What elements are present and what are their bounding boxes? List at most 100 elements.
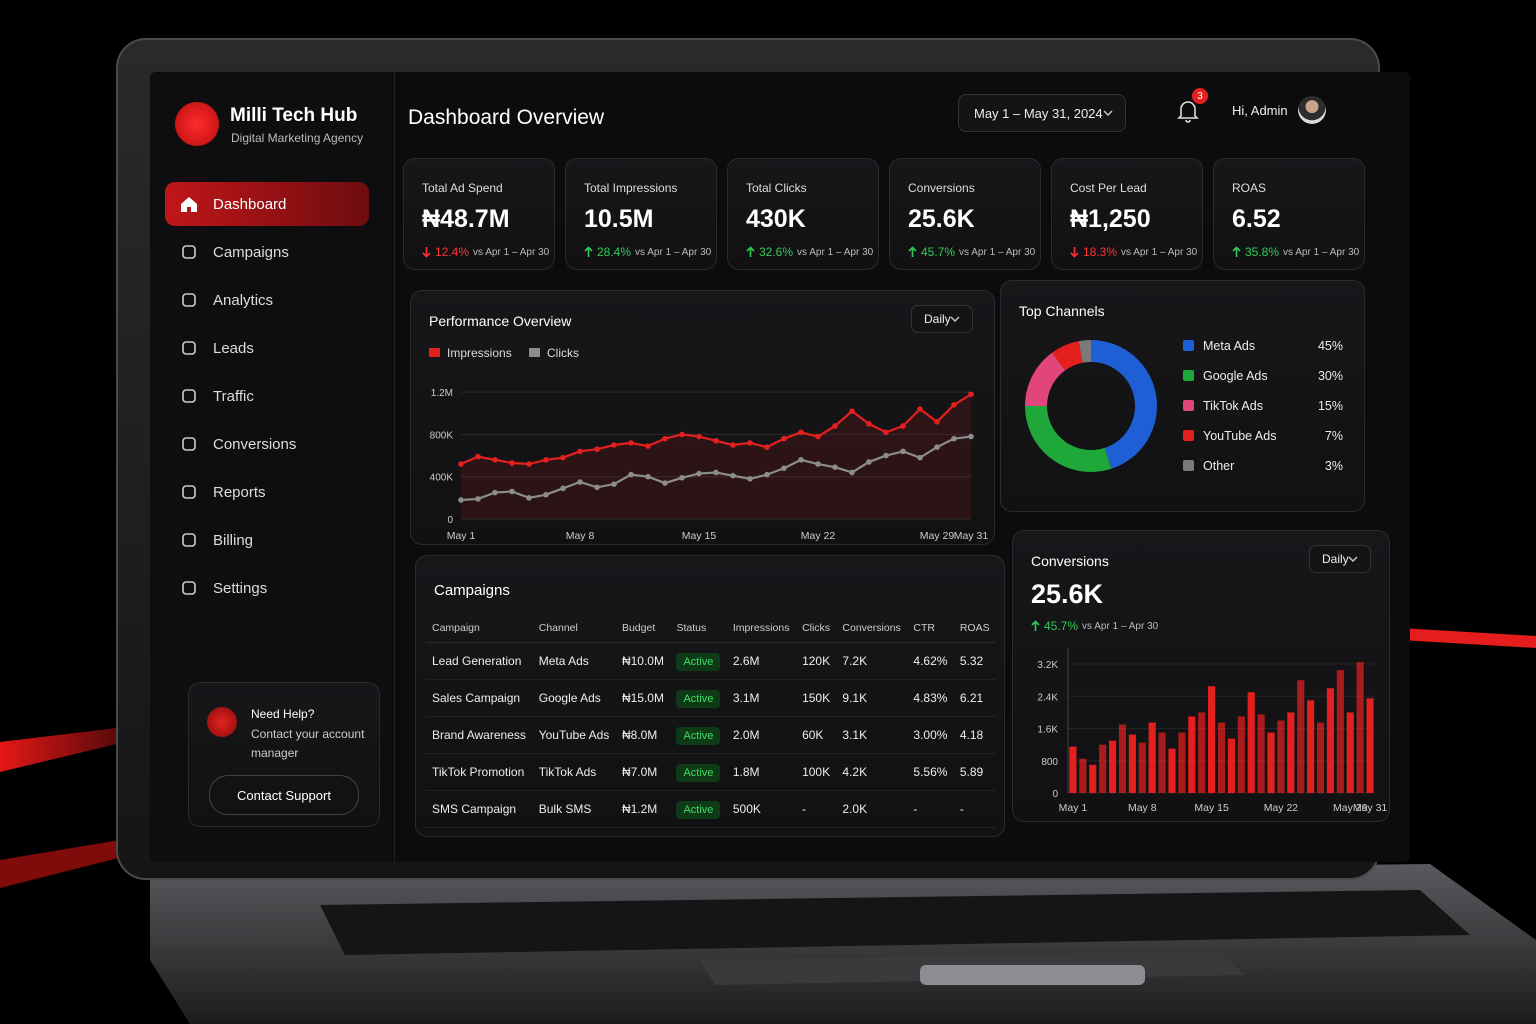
donut-segment	[1090, 340, 1157, 469]
donut-segment	[1025, 352, 1066, 407]
chevron	[1348, 556, 1358, 562]
data-point	[883, 452, 889, 459]
nav-label: Campaigns	[213, 243, 289, 261]
nav-item[interactable]: Billing	[165, 518, 369, 562]
icon-shape	[182, 245, 196, 259]
bar	[1346, 712, 1354, 793]
table-cell: 6.21	[953, 679, 996, 717]
campaigns-card: Campaigns Campaign Channel Budget Status Imp…	[415, 555, 1005, 837]
y-tick-label: 800K	[430, 430, 454, 441]
y-tick-label: 3.2K	[1037, 660, 1058, 671]
table-cell: 5.32	[953, 642, 996, 680]
x-tick-label: May 31	[1353, 802, 1388, 814]
legend-swatch	[429, 348, 440, 357]
bar	[1099, 744, 1107, 793]
nav-icon	[182, 533, 196, 547]
data-point	[628, 440, 634, 446]
data-point	[883, 429, 889, 436]
legend-label: Other	[1203, 459, 1234, 473]
period-dropdown[interactable]: Daily	[911, 305, 973, 333]
data-point	[543, 491, 549, 498]
data-point	[594, 484, 600, 491]
column-header: Budget	[615, 614, 671, 643]
data-point	[577, 479, 583, 485]
status-badge: Active	[676, 727, 721, 745]
x-tick-label: May 15	[682, 530, 717, 542]
chevron-shape	[1103, 110, 1113, 116]
data-point	[662, 480, 668, 486]
nav-item[interactable]: Traffic	[165, 374, 369, 418]
bar	[1356, 662, 1364, 793]
table-cell: 3.1M	[726, 679, 797, 717]
kpi-label: Total Impressions	[584, 181, 678, 195]
value-label: 7%	[1325, 429, 1343, 443]
bar	[1316, 722, 1325, 793]
bar	[1118, 724, 1127, 793]
table-row: TikTok Promotion TikTok Ads ₦7.0M Active 1.8…	[426, 753, 996, 791]
kpi-comparison: vs Apr 1 – Apr 30	[959, 246, 1036, 258]
bar	[1079, 758, 1087, 793]
conversions-comparison: vs Apr 1 – Apr 30	[1082, 620, 1159, 632]
legend-label: YouTube Ads	[1203, 429, 1276, 443]
data-point	[730, 442, 736, 448]
kpi-change: 18.3%	[1083, 245, 1118, 259]
value-label: 45%	[1318, 339, 1343, 353]
x-tick-label: May 8	[566, 530, 595, 542]
period-dropdown[interactable]: Daily	[1309, 545, 1371, 573]
nav-label: Analytics	[213, 291, 274, 309]
nav-item[interactable]: Conversions	[165, 422, 369, 466]
table-cell: YouTube Ads	[532, 716, 616, 754]
arrow-shape	[1070, 247, 1079, 258]
conversions-total: 25.6K	[1031, 579, 1104, 609]
brand-name: Milli Tech Hub	[230, 105, 358, 126]
avatar[interactable]	[1298, 96, 1326, 124]
brand-tagline: Digital Marketing Agency	[231, 131, 364, 145]
contact-button[interactable]: Contact Support	[209, 775, 359, 815]
data-point	[951, 402, 957, 408]
nav-item[interactable]: Reports	[165, 470, 369, 514]
kpi-value: ₦48.7M	[422, 205, 510, 233]
kpi-change: 12.4%	[435, 245, 470, 259]
glow-left	[0, 724, 150, 772]
bell-icon[interactable]	[1176, 98, 1200, 124]
data-point	[798, 457, 804, 463]
status-badge: Active	[676, 653, 721, 671]
trend-arrow	[746, 246, 755, 257]
column-header: Channel	[532, 614, 616, 643]
bar	[1188, 716, 1196, 793]
y-tick-label: 800	[1041, 757, 1058, 768]
nav-icon	[182, 485, 196, 499]
data-point	[730, 472, 736, 479]
nav-item[interactable]: Analytics	[165, 278, 369, 322]
nav-item[interactable]: Campaigns	[165, 230, 369, 274]
column-header: Clicks	[796, 614, 837, 643]
date-picker[interactable]: May 1 – May 31, 2024	[958, 94, 1126, 132]
table-cell: 2.0M	[726, 716, 797, 754]
x-tick-label: May 22	[1264, 802, 1299, 814]
bar	[1158, 732, 1166, 793]
kpi-row: Total Ad Spend ₦48.7M 12.4% vs Apr 1 – Apr …	[403, 158, 1365, 273]
nav-item[interactable]: Dashboard	[165, 182, 369, 226]
data-point	[475, 496, 481, 502]
date-range: May 1 – May 31, 2024	[974, 105, 1103, 121]
nav-item[interactable]: Leads	[165, 326, 369, 370]
kpi-change-row: 18.3% vs Apr 1 – Apr 30	[1070, 245, 1197, 259]
data-point	[764, 471, 770, 478]
arrow-shape	[908, 246, 917, 257]
data-point	[526, 495, 532, 501]
data-point	[849, 469, 855, 476]
bar	[1326, 688, 1335, 793]
nav-item[interactable]: Settings	[165, 566, 369, 610]
column-header: Status	[670, 614, 727, 643]
bar-chart: 0 800 1.6K 2.4K 3.2K May 1 May 8 May 15 May 22 Ma…	[1037, 648, 1388, 814]
icon-shape	[182, 533, 196, 547]
hinge	[920, 965, 1145, 985]
value-label: 3%	[1325, 459, 1343, 473]
card-title: Top Channels	[1019, 303, 1105, 319]
kpi-comparison: vs Apr 1 – Apr 30	[473, 246, 550, 258]
data-point	[475, 453, 481, 460]
table-row: Sales Campaign Google Ads ₦15.0M Active 3.1M…	[426, 679, 996, 717]
data-point	[798, 429, 804, 436]
donut-segment	[1025, 405, 1112, 472]
